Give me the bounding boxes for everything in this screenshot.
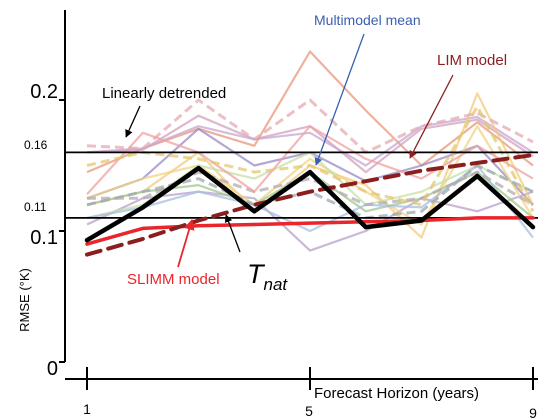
annotation-tnat-main: T (247, 259, 266, 289)
annotation-lim-model: LIM model (437, 52, 507, 69)
background-series-line-3 (86, 115, 534, 167)
series-line-lim-model (85, 153, 535, 257)
x-tick-label-1: 1 (83, 401, 91, 417)
annotation-linearly-detrended: Linearly detrended (102, 85, 226, 102)
x-tick-label-5: 5 (305, 403, 313, 418)
annotation-tnat: Tnat (247, 259, 288, 294)
background-series-line-12 (87, 170, 534, 207)
annotation-tnat-subscript: nat (264, 275, 289, 294)
annotation-multimodel-mean: Multimodel mean (314, 12, 421, 28)
background-series-line-13 (86, 98, 534, 154)
ref-label-0.16: 0.16 (24, 138, 48, 152)
x-axis-title: Forecast Horizon (years) (314, 385, 479, 402)
arrow-multimodel-mean (314, 33, 365, 166)
ref-label-0.11: 0.11 (24, 200, 47, 214)
y-tick-label-0: 0 (47, 358, 58, 380)
arrow-tnat (224, 214, 241, 253)
y-tick-label-0.1: 0.1 (30, 227, 58, 249)
y-axis-title: RMSE (°K) (17, 268, 32, 332)
main-series (84, 153, 536, 257)
background-series-line-15 (86, 105, 535, 213)
axis-ticks (59, 99, 534, 390)
arrow-linearly-detrended (125, 105, 141, 138)
y-tick-label-0.2: 0.2 (30, 81, 58, 103)
background-model-series (86, 50, 535, 252)
series-line-t-nat (84, 165, 536, 243)
arrow-slimm-model (177, 218, 195, 268)
series-line-slimm-model (85, 216, 535, 246)
background-series-line-1 (86, 50, 534, 174)
x-tick-label-9: 9 (529, 405, 537, 418)
background-series-line-7 (86, 125, 534, 226)
annotation-slimm-model: SLIMM model (127, 271, 220, 288)
arrow-lim-model (409, 74, 454, 159)
background-series-line-14 (86, 125, 534, 196)
